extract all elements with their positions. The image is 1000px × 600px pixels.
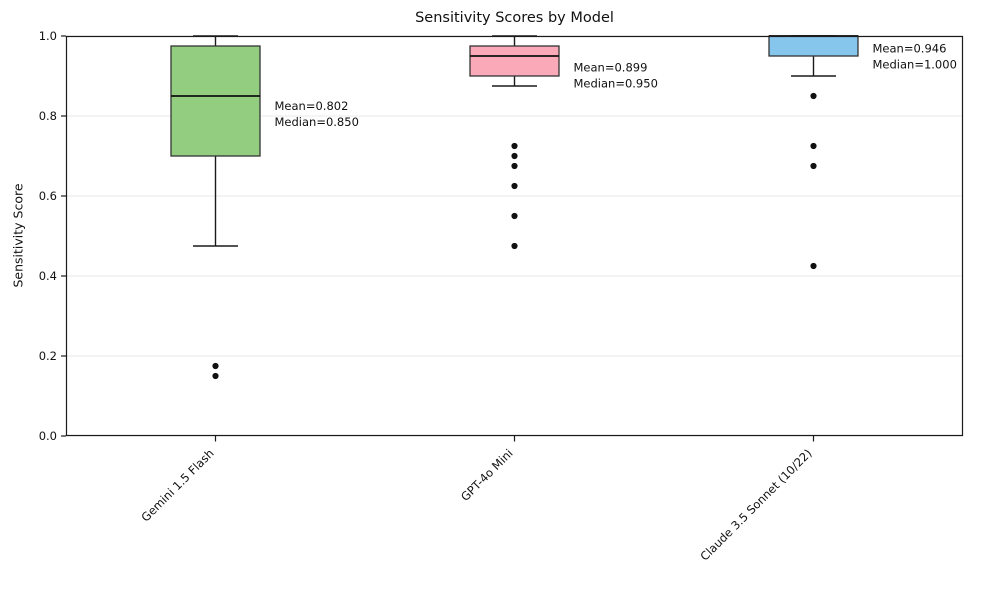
- outlier-point: [212, 362, 219, 370]
- annotation-median: Median=0.850: [275, 115, 359, 129]
- y-tick-label: 0.0: [39, 429, 57, 443]
- outlier-point: [810, 92, 817, 100]
- outlier-point: [810, 162, 817, 170]
- chart-title: Sensitivity Scores by Model: [415, 10, 614, 26]
- outlier-point: [511, 162, 518, 170]
- y-tick-label: 1.0: [39, 29, 57, 43]
- outlier-point: [810, 262, 817, 270]
- box-3: [768, 35, 859, 57]
- annotation-mean: Mean=0.802: [275, 99, 349, 113]
- y-tick-label: 0.4: [39, 269, 57, 283]
- box-1: [170, 45, 261, 157]
- x-tick-label: GPT-4o Mini: [458, 446, 516, 504]
- x-tick-label: Gemini 1.5 Flash: [138, 446, 216, 524]
- outlier-point: [511, 142, 518, 150]
- annotation-mean: Mean=0.946: [873, 42, 947, 56]
- outlier-point: [810, 142, 817, 150]
- outlier-point: [511, 242, 518, 250]
- y-tick-label: 0.6: [39, 189, 57, 203]
- outlier-point: [511, 152, 518, 160]
- plot-border: [65, 35, 964, 437]
- outlier-point: [212, 372, 219, 380]
- annotation-median: Median=1.000: [873, 58, 957, 72]
- outlier-point: [511, 212, 518, 220]
- outlier-point: [511, 182, 518, 190]
- annotation-mean: Mean=0.899: [574, 60, 648, 74]
- y-tick-label: 0.2: [39, 349, 57, 363]
- box-2: [469, 45, 560, 77]
- y-tick-label: 0.8: [39, 109, 57, 123]
- x-tick-label: Claude 3.5 Sonnet (10/22): [697, 446, 814, 563]
- annotation-median: Median=0.950: [574, 76, 658, 90]
